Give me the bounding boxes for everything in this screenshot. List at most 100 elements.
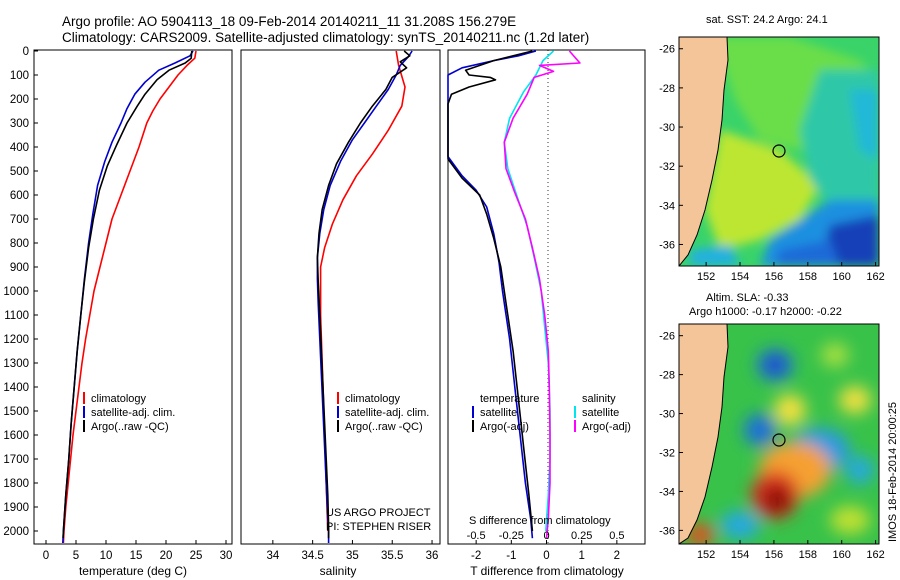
sla-map-subtitle: Argo h1000: -0.17 h2000: -0.22 bbox=[689, 306, 842, 318]
sla-map-title: Altim. SLA: -0.33 bbox=[706, 292, 789, 304]
legend-label-climatology: climatology bbox=[345, 393, 401, 405]
legend-label-argo: Argo(..raw -QC) bbox=[345, 421, 423, 433]
x-tick-label: 35 bbox=[346, 550, 359, 562]
salinity-x-label: salinity bbox=[320, 564, 357, 578]
lat-tick-label: -36 bbox=[659, 525, 675, 537]
salinity-legend: climatology satellite-adj. clim. Argo(..… bbox=[337, 392, 429, 433]
depth-tick-label: 1200 bbox=[3, 334, 29, 346]
lon-tick-label: 160 bbox=[833, 549, 851, 561]
salinity-panel-frame bbox=[240, 49, 441, 545]
lon-tick-label: 160 bbox=[833, 271, 851, 283]
sst-map-image bbox=[679, 37, 879, 266]
imos-timestamp-label: IMOS 18-Feb-2014 20:00:25 bbox=[887, 402, 899, 542]
lon-tick-label: 152 bbox=[697, 271, 715, 283]
depth-tick-label: 700 bbox=[10, 214, 29, 226]
s-tick-label: -0.5 bbox=[467, 530, 486, 542]
x-tick-label: 5 bbox=[73, 550, 79, 562]
sla-map-axes: -26 -28 -30 -32 -34 -36 152 154 156 158 160 162 bbox=[659, 331, 885, 561]
lat-tick-label: -28 bbox=[659, 83, 675, 95]
depth-tick-label: 500 bbox=[10, 166, 29, 178]
s-tick-label: 0.5 bbox=[609, 530, 624, 542]
legend-label-satellite-adj: satellite-adj. clim. bbox=[91, 407, 175, 419]
salinity-x-axis: 34 34.5 35 35.5 36 bbox=[266, 540, 438, 562]
depth-tick-label: 1500 bbox=[3, 406, 29, 418]
series-line-climatology bbox=[319, 50, 406, 532]
lon-tick-label: 158 bbox=[799, 549, 817, 561]
depth-tick-label: 2000 bbox=[3, 526, 29, 538]
depth-axis: 0 100 200 300 400 500 600 700 800 900 1000 1100 1200… bbox=[3, 46, 38, 538]
lon-tick-label: 156 bbox=[765, 549, 783, 561]
lon-tick-label: 156 bbox=[765, 271, 783, 283]
depth-tick-label: 0 bbox=[23, 46, 29, 58]
sla-float-marker bbox=[772, 433, 786, 447]
x-tick-label: 36 bbox=[426, 550, 439, 562]
series-line-satellite-adj-clim bbox=[316, 50, 413, 543]
depth-tick-label: 1700 bbox=[3, 454, 29, 466]
depth-tick-label: 1300 bbox=[3, 358, 29, 370]
legend-label-s-satellite: satellite bbox=[582, 407, 619, 419]
lat-tick-label: -28 bbox=[659, 370, 675, 382]
x-tick-label: -1 bbox=[506, 550, 516, 562]
lat-tick-label: -34 bbox=[659, 200, 675, 212]
credit-pi: PI: STEPHEN RISER bbox=[326, 521, 431, 533]
lat-tick-label: -26 bbox=[659, 44, 675, 56]
lat-tick-label: -26 bbox=[659, 331, 675, 343]
x-tick-label: 0 bbox=[543, 550, 549, 562]
depth-tick-label: 200 bbox=[10, 94, 29, 106]
depth-tick-label: 600 bbox=[10, 190, 29, 202]
x-tick-label: 30 bbox=[220, 550, 233, 562]
depth-tick-label: 400 bbox=[10, 142, 29, 154]
sst-map-title: sat. SST: 24.2 Argo: 24.1 bbox=[706, 14, 828, 26]
depth-tick-label: 1900 bbox=[3, 502, 29, 514]
lon-tick-label: 158 bbox=[799, 271, 817, 283]
temperature-x-axis: 0 5 10 15 20 25 30 bbox=[43, 540, 233, 562]
depth-tick-label: 1400 bbox=[3, 382, 29, 394]
legend-label-t-argo: Argo(-adj) bbox=[480, 421, 529, 433]
x-tick-label: 25 bbox=[190, 550, 203, 562]
sla-map-frame bbox=[678, 323, 880, 545]
depth-tick-label: 100 bbox=[10, 70, 29, 82]
x-tick-label: 34 bbox=[266, 550, 279, 562]
difference-series bbox=[447, 50, 581, 539]
temperature-panel-frame bbox=[33, 49, 233, 545]
salinity-series bbox=[316, 50, 413, 543]
x-tick-label: 34.5 bbox=[301, 550, 323, 562]
depth-tick-label: 800 bbox=[10, 238, 29, 250]
lon-tick-label: 154 bbox=[731, 271, 749, 283]
legend-label-t-satellite: satellite bbox=[480, 407, 517, 419]
legend-label-satellite-adj: satellite-adj. clim. bbox=[345, 407, 429, 419]
sst-map-axes: -26 -28 -30 -32 -34 -36 152 154 156 158 160 162 bbox=[659, 44, 885, 283]
difference-x-label: T difference from climatology bbox=[470, 564, 624, 578]
temperature-legend: climatology satellite-adj. clim. Argo(..… bbox=[83, 392, 175, 433]
x-tick-label: 1 bbox=[578, 550, 584, 562]
lat-tick-label: -34 bbox=[659, 486, 675, 498]
x-tick-label: 20 bbox=[160, 550, 173, 562]
series-line-argo-raw-qc bbox=[316, 50, 411, 539]
series-line-temperature-argo-adj bbox=[447, 50, 534, 532]
lat-tick-label: -32 bbox=[659, 447, 675, 459]
depth-tick-label: 1000 bbox=[3, 286, 29, 298]
series-line-argo-raw-qc bbox=[62, 50, 193, 539]
difference-legend: temperature salinity satellite Argo(-adj… bbox=[472, 393, 631, 433]
legend-title-salinity: salinity bbox=[582, 393, 616, 405]
s-difference-ticks: -0.5 -0.25 0 0.25 0.5 bbox=[467, 530, 625, 542]
sst-float-marker bbox=[772, 144, 786, 158]
x-tick-label: 0 bbox=[43, 550, 49, 562]
lat-tick-label: -32 bbox=[659, 161, 675, 173]
depth-tick-label: 300 bbox=[10, 118, 29, 130]
depth-tick-label: 900 bbox=[10, 262, 29, 274]
legend-label-climatology: climatology bbox=[91, 393, 147, 405]
series-line-salinity-argo-adj bbox=[503, 50, 581, 539]
sst-map-frame bbox=[678, 36, 880, 267]
lon-tick-label: 162 bbox=[866, 271, 884, 283]
legend-title-temperature: temperature bbox=[480, 393, 539, 405]
x-tick-label: 15 bbox=[130, 550, 143, 562]
x-tick-label: 35.5 bbox=[381, 550, 403, 562]
figure-title-line-2: Climatology: CARS2009. Satellite-adjuste… bbox=[62, 30, 589, 45]
temperature-series bbox=[62, 50, 197, 544]
x-tick-label: -2 bbox=[471, 550, 481, 562]
lat-tick-label: -36 bbox=[659, 239, 675, 251]
lon-tick-label: 162 bbox=[866, 549, 884, 561]
difference-x-axis: -2 -1 0 1 2 bbox=[471, 540, 620, 562]
